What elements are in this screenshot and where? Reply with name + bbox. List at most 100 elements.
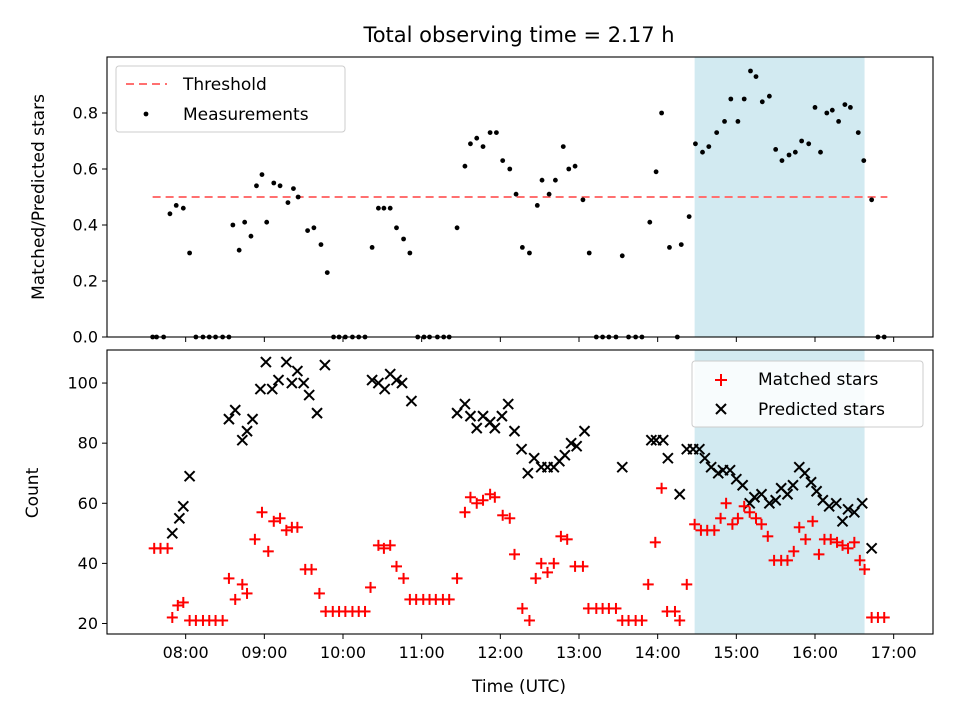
measurement-point — [381, 205, 387, 211]
predicted-star-point — [522, 467, 534, 479]
measurement-point — [678, 242, 684, 248]
predicted-star-point — [693, 443, 706, 455]
predicted-star-point — [699, 452, 711, 464]
measurement-point — [376, 205, 381, 211]
matched-star-point — [516, 602, 528, 614]
measurement-point — [714, 130, 720, 136]
matched-star-point — [793, 521, 805, 533]
matched-star-point — [471, 497, 483, 509]
predicted-star-point — [378, 383, 391, 395]
matched-star-point — [398, 572, 410, 584]
matched-star-point — [726, 518, 738, 530]
predicted-star-point — [223, 413, 235, 425]
ratio-panel: 0.00.20.40.60.8 Matched/Predicted stars … — [29, 56, 934, 347]
measurement-point — [534, 203, 540, 208]
y-axis: 0.0 0.2 0.4 0.6 0.8 — [73, 104, 107, 347]
predicted-star-point — [260, 356, 272, 368]
x-tick-label: 11:00 — [399, 643, 445, 662]
predicted-star-point — [528, 452, 540, 464]
matched-star-point — [859, 563, 871, 575]
matched-star-point — [825, 533, 837, 545]
measurement-point — [324, 270, 330, 275]
matched-star-point — [291, 521, 303, 533]
measurement-point — [295, 194, 301, 200]
x-tick-label: 09:00 — [241, 643, 287, 662]
predicted-star-point — [769, 494, 782, 506]
matched-star-point — [674, 614, 686, 626]
matched-star-point — [306, 563, 318, 575]
measurement-point — [566, 166, 572, 172]
predicted-star-point — [319, 359, 331, 371]
measurement-point — [619, 253, 625, 259]
matched-star-point — [548, 557, 560, 569]
x-axis — [185, 337, 895, 342]
matched-star-point — [542, 566, 554, 578]
legend-threshold-label: Threshold — [182, 75, 267, 95]
measurement-point — [305, 228, 310, 234]
matched-star-point — [842, 542, 854, 554]
figure-title: Total observing time = 2.17 h — [362, 23, 674, 47]
predicted-star-point — [673, 488, 686, 500]
predicted-star-point — [254, 383, 267, 395]
measurement-point — [647, 219, 653, 225]
measurement-point — [277, 183, 283, 189]
matched-stars-series — [148, 482, 890, 626]
predicted-star-point — [570, 440, 583, 452]
measurement-point — [735, 119, 741, 124]
matched-star-point — [217, 614, 229, 626]
predicted-star-point — [173, 512, 186, 525]
measurement-point — [242, 219, 248, 225]
matched-star-point — [241, 587, 253, 599]
measurement-point — [248, 233, 254, 239]
predicted-star-point — [459, 398, 471, 410]
predicted-star-point — [286, 377, 298, 389]
plot-frame — [106, 56, 934, 338]
measurement-point — [792, 149, 798, 155]
measurement-point — [728, 96, 734, 102]
measurement-point — [842, 102, 848, 107]
predicted-star-point — [502, 398, 514, 410]
legend-measurements-label: Measurements — [183, 105, 309, 125]
matched-star-point — [365, 581, 377, 593]
predicted-star-point — [842, 503, 854, 515]
x-tick-label: 15:00 — [713, 643, 759, 662]
y-tick-label: 60 — [78, 494, 98, 513]
matched-star-point — [274, 512, 286, 524]
matched-star-point — [715, 512, 727, 524]
predicted-star-point — [229, 404, 241, 416]
measurement-point — [779, 158, 785, 164]
measurement-point — [180, 205, 186, 211]
matched-star-point — [249, 533, 261, 545]
measurement-point — [468, 141, 473, 147]
predicted-star-point — [781, 488, 794, 500]
matched-star-point — [762, 530, 774, 542]
predicted-star-point — [311, 407, 323, 419]
y-tick-label: 0.8 — [73, 104, 98, 123]
legend-predicted-label: Predicted stars — [758, 400, 885, 420]
predicted-star-point — [578, 425, 591, 437]
matched-star-point — [555, 530, 567, 542]
matched-star-point — [636, 614, 648, 626]
measurement-point — [173, 203, 179, 208]
matched-star-point — [669, 605, 681, 617]
matched-star-point — [256, 506, 268, 518]
matched-star-point — [720, 497, 732, 509]
matched-star-point — [800, 533, 812, 545]
measurement-point — [318, 242, 324, 248]
predicted-star-point — [787, 479, 799, 491]
matched-star-point — [489, 491, 501, 503]
measurement-point — [236, 247, 242, 253]
matched-star-point — [359, 605, 371, 617]
predicted-star-point — [805, 476, 817, 488]
measurement-point — [560, 144, 566, 150]
measurement-point — [659, 110, 664, 116]
matched-star-point — [172, 599, 184, 611]
predicted-star-point — [856, 497, 868, 509]
measurement-point — [824, 110, 830, 116]
legend-predicted-swatch — [715, 403, 727, 415]
measurement-point — [759, 99, 765, 105]
matched-star-point — [162, 542, 174, 554]
measurement-point — [748, 68, 753, 74]
measurement-point — [806, 141, 812, 147]
matched-star-point — [464, 491, 476, 503]
